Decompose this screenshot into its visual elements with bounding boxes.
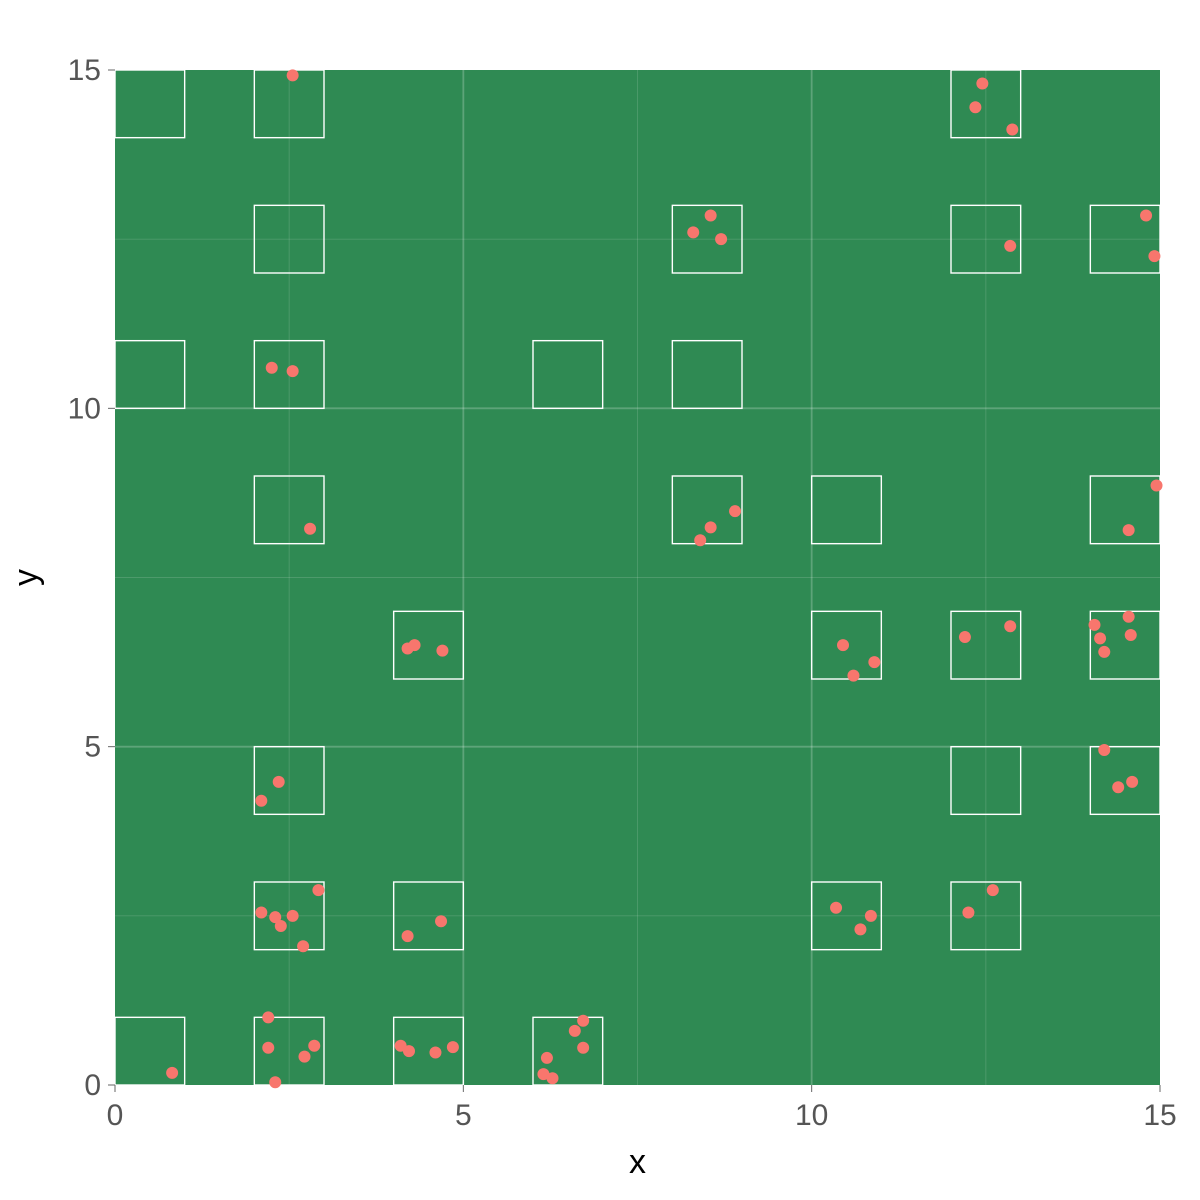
data-point [1125,629,1137,641]
data-point [1004,620,1016,632]
data-point [435,915,447,927]
chart-svg: 0 5 10 15 0 5 10 15 x y [0,0,1200,1200]
data-point [1140,209,1152,221]
data-point [865,910,877,922]
data-point [304,523,316,535]
data-point [436,645,448,657]
y-tick-label: 5 [84,731,101,764]
data-point [969,101,981,113]
data-point [1123,524,1135,536]
data-point [312,884,324,896]
data-point [308,1040,320,1052]
data-point [729,505,741,517]
data-point [830,902,842,914]
data-point [266,362,278,374]
data-point [959,631,971,643]
data-point [976,78,988,90]
data-point [687,226,699,238]
data-point [1004,240,1016,252]
data-point [447,1041,459,1053]
data-point [1112,781,1124,793]
data-point [1123,611,1135,623]
data-point [715,233,727,245]
data-point [1151,479,1163,491]
data-point [275,920,287,932]
data-point [429,1047,441,1059]
data-point [166,1067,178,1079]
data-point [403,1045,415,1057]
data-point [1094,632,1106,644]
data-point [847,670,859,682]
y-tick-label: 0 [84,1069,101,1102]
data-point [255,795,267,807]
x-tick-label: 10 [795,1099,828,1132]
scatter-tile-chart: 0 5 10 15 0 5 10 15 x y [0,0,1200,1200]
data-point [402,930,414,942]
data-point [987,884,999,896]
data-point [255,906,267,918]
data-point [577,1042,589,1054]
data-point [1148,250,1160,262]
x-tick-label: 5 [455,1099,472,1132]
data-point [297,940,309,952]
y-tick-label: 10 [68,392,101,425]
data-point [287,69,299,81]
data-point [547,1072,559,1084]
data-point [298,1051,310,1063]
data-point [287,910,299,922]
data-point [694,534,706,546]
data-point [273,776,285,788]
y-tick-label: 15 [68,54,101,87]
data-point [262,1042,274,1054]
data-point [262,1011,274,1023]
data-point [705,521,717,533]
data-point [868,656,880,668]
data-point [1098,744,1110,756]
data-point [569,1025,581,1037]
data-point [287,365,299,377]
data-point [409,639,421,651]
x-axis-label: x [629,1143,646,1181]
data-point [269,1076,281,1088]
data-point [541,1052,553,1064]
y-axis-label: y [7,569,45,586]
data-point [1126,776,1138,788]
x-tick-label: 15 [1143,1099,1176,1132]
data-point [837,639,849,651]
x-tick-label: 0 [107,1099,124,1132]
data-point [854,923,866,935]
data-point [1098,646,1110,658]
data-point [705,209,717,221]
data-point [962,906,974,918]
data-point [1006,124,1018,136]
data-point [1089,619,1101,631]
data-point [577,1015,589,1027]
